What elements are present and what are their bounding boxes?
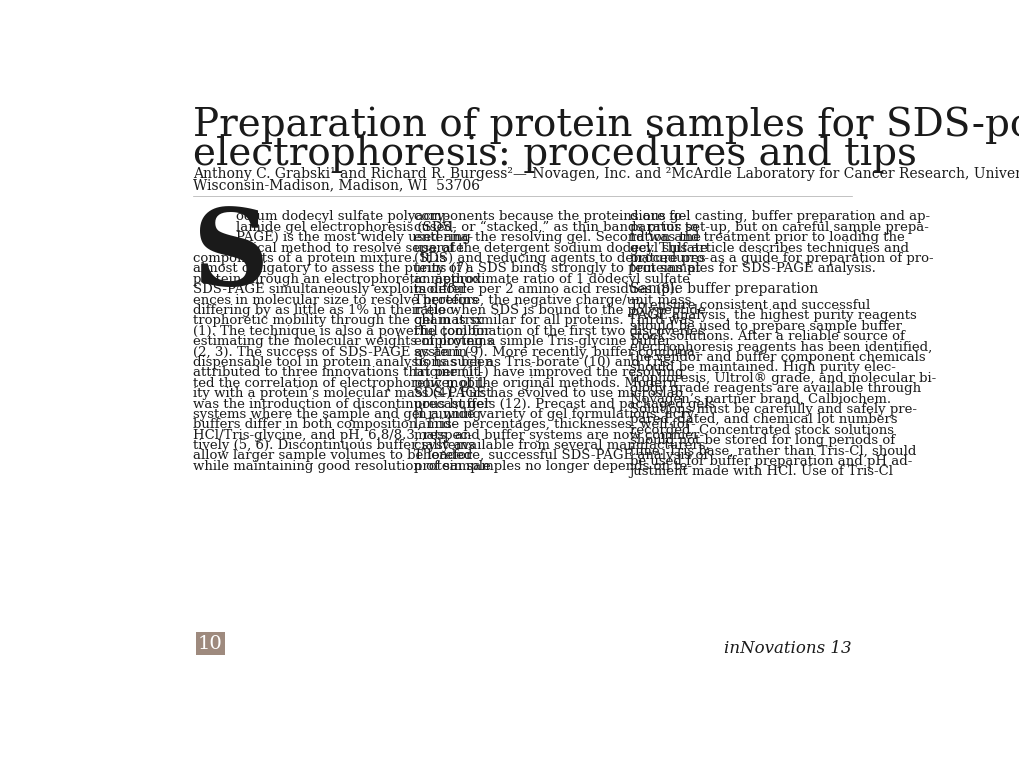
Text: should not be stored for long periods of: should not be stored for long periods of xyxy=(629,434,894,447)
Text: was the introduction of discontinuous buffer: was the introduction of discontinuous bu… xyxy=(194,398,490,411)
Text: systems where the sample and gel running: systems where the sample and gel running xyxy=(194,408,481,421)
Text: should be maintained. High purity elec-: should be maintained. High purity elec- xyxy=(629,361,895,374)
Text: allow larger sample volumes to be loaded: allow larger sample volumes to be loaded xyxy=(194,450,472,462)
Text: Therefore, successful SDS-PAGE analysis of: Therefore, successful SDS-PAGE analysis … xyxy=(414,450,708,462)
Text: justment made with HCl. Use of Tris-Cl: justment made with HCl. Use of Tris-Cl xyxy=(629,465,893,478)
Text: be used for buffer preparation and pH ad-: be used for buffer preparation and pH ad… xyxy=(629,455,911,468)
Text: chain is similar for all proteins. Third was: chain is similar for all proteins. Third… xyxy=(414,314,694,328)
Text: SDS-PAGE simultaneously exploits differ-: SDS-PAGE simultaneously exploits differ- xyxy=(194,283,471,296)
Text: recorded. Concentrated stock solutions: recorded. Concentrated stock solutions xyxy=(629,424,893,436)
Text: paratus set-up, but on careful sample prepa-: paratus set-up, but on careful sample pr… xyxy=(629,221,927,234)
Text: protein through an electrophoretic method.: protein through an electrophoretic metho… xyxy=(194,273,485,286)
Text: almost obligatory to assess the purity of a: almost obligatory to assess the purity o… xyxy=(194,262,474,275)
Text: the vendor and buffer component chemicals: the vendor and buffer component chemical… xyxy=(629,351,924,364)
Text: electrophoresis: procedures and tips: electrophoresis: procedures and tips xyxy=(194,135,916,173)
Text: HCl/Tris-glycine, and pH, 6.8/8.3, respec-: HCl/Tris-glycine, and pH, 6.8/8.3, respe… xyxy=(194,429,472,442)
Text: Sample buffer preparation: Sample buffer preparation xyxy=(629,282,817,296)
Text: estimating the molecular weights of proteins: estimating the molecular weights of prot… xyxy=(194,335,493,348)
Text: dious gel casting, buffer preparation and ap-: dious gel casting, buffer preparation an… xyxy=(629,210,929,223)
FancyBboxPatch shape xyxy=(196,633,225,655)
Text: pared, dated, and chemical lot numbers: pared, dated, and chemical lot numbers xyxy=(629,413,897,426)
Text: To ensure consistent and successful: To ensure consistent and successful xyxy=(629,299,869,312)
Text: inNovations 13: inNovations 13 xyxy=(723,640,851,657)
Text: in a wide variety of gel formulations, acry-: in a wide variety of gel formulations, a… xyxy=(414,408,698,421)
Text: use of the detergent sodium dodecyl sulfate: use of the detergent sodium dodecyl sulf… xyxy=(414,242,707,254)
Text: odium dodecyl sulfate polyacry-: odium dodecyl sulfate polyacry- xyxy=(235,210,448,223)
Text: trophoresis, Ultrol® grade, and molecular bi-: trophoresis, Ultrol® grade, and molecula… xyxy=(629,372,935,384)
Text: Therefore, the negative charge/unit mass: Therefore, the negative charge/unit mass xyxy=(414,293,691,307)
Text: Anthony C. Grabski¹ and Richard R. Burgess²—¹Novagen, Inc. and ²McArdle Laborato: Anthony C. Grabski¹ and Richard R. Burge… xyxy=(194,166,1019,180)
Text: stock solutions. After a reliable source of: stock solutions. After a reliable source… xyxy=(629,330,904,343)
Text: tions such as Tris-borate (10) and Tris-: tions such as Tris-borate (10) and Tris- xyxy=(414,356,675,369)
Text: PAGE) is the most widely used ana-: PAGE) is the most widely used ana- xyxy=(235,231,473,244)
Text: time. Tris base, rather than Tris-Cl, should: time. Tris base, rather than Tris-Cl, sh… xyxy=(629,444,915,457)
Text: (SDS) and reducing agents to denature pro-: (SDS) and reducing agents to denature pr… xyxy=(414,252,708,265)
Text: mats, and buffer systems are now commer-: mats, and buffer systems are now commer- xyxy=(414,429,703,442)
Text: trophoretic mobility through the gel matrix: trophoretic mobility through the gel mat… xyxy=(194,314,483,328)
Text: system (9). More recently, buffer combina-: system (9). More recently, buffer combin… xyxy=(414,345,699,359)
Text: ity with a protein’s molecular mass (4). First: ity with a protein’s molecular mass (4).… xyxy=(194,387,491,400)
Text: tively (5, 6). Discontinuous buffer systems: tively (5, 6). Discontinuous buffer syst… xyxy=(194,439,475,452)
Text: tricine (11) have improved the resolving: tricine (11) have improved the resolving xyxy=(414,366,683,380)
Text: SDS-PAGE has evolved to use microslab: SDS-PAGE has evolved to use microslab xyxy=(414,387,683,400)
Text: procedures as a guide for preparation of pro-: procedures as a guide for preparation of… xyxy=(629,252,932,265)
Text: power of the original methods. Modern: power of the original methods. Modern xyxy=(414,377,677,390)
Text: ted the correlation of electrophoretic mobil-: ted the correlation of electrophoretic m… xyxy=(194,377,488,390)
Text: lytical method to resolve separate: lytical method to resolve separate xyxy=(235,242,464,254)
Text: Preparation of protein samples for SDS-polyacrylamide gel: Preparation of protein samples for SDS-p… xyxy=(194,107,1019,145)
Text: lamide gel electrophoresis (SDS-: lamide gel electrophoresis (SDS- xyxy=(235,221,457,234)
Text: Novagen’s partner brand, Calbiochem.: Novagen’s partner brand, Calbiochem. xyxy=(629,393,890,405)
Text: while maintaining good resolution of sample: while maintaining good resolution of sam… xyxy=(194,460,490,473)
Text: dispensable tool in protein analysis has been: dispensable tool in protein analysis has… xyxy=(194,356,493,369)
Text: should be used to prepare sample buffer: should be used to prepare sample buffer xyxy=(629,320,901,333)
Text: (1). The technique is also a powerful tool for: (1). The technique is also a powerful to… xyxy=(194,324,490,338)
Text: gel. This article describes techniques and: gel. This article describes techniques a… xyxy=(629,242,908,254)
Text: ences in molecular size to resolve proteins: ences in molecular size to resolve prote… xyxy=(194,293,478,307)
Text: ration and treatment prior to loading the: ration and treatment prior to loading th… xyxy=(629,231,904,244)
Text: protein samples no longer depends on te-: protein samples no longer depends on te- xyxy=(414,460,692,473)
Text: Wisconsin-Madison, Madison, WI  53706: Wisconsin-Madison, Madison, WI 53706 xyxy=(194,178,480,192)
Text: tein samples for SDS-PAGE analysis.: tein samples for SDS-PAGE analysis. xyxy=(629,262,874,275)
Text: electrophoresis reagents has been identified,: electrophoresis reagents has been identi… xyxy=(629,341,931,353)
Text: buffers differ in both composition, Tris-: buffers differ in both composition, Tris… xyxy=(194,419,457,431)
Text: components of a protein mixture. It is: components of a protein mixture. It is xyxy=(194,252,446,265)
Text: lamide percentages, thicknesses, well for-: lamide percentages, thicknesses, well fo… xyxy=(414,419,695,431)
Text: teins (7). SDS binds strongly to proteins at: teins (7). SDS binds strongly to protein… xyxy=(414,262,700,275)
Text: PAGE analysis, the highest purity reagents: PAGE analysis, the highest purity reagen… xyxy=(629,310,915,322)
Text: Solutions must be carefully and safely pre-: Solutions must be carefully and safely p… xyxy=(629,403,916,416)
Text: components because the proteins are fo-: components because the proteins are fo- xyxy=(414,210,686,223)
Text: attributed to three innovations that permit-: attributed to three innovations that per… xyxy=(194,366,483,380)
Text: cused, or “stacked,” as thin bands prior to: cused, or “stacked,” as thin bands prior… xyxy=(414,221,698,234)
Text: differing by as little as 1% in their elec-: differing by as little as 1% in their el… xyxy=(194,304,459,317)
Text: precast gels (12). Precast and packaged gels: precast gels (12). Precast and packaged … xyxy=(414,398,714,411)
Text: (2, 3). The success of SDS-PAGE as an in-: (2, 3). The success of SDS-PAGE as an in… xyxy=(194,345,472,359)
Text: S: S xyxy=(194,205,269,307)
Text: 10: 10 xyxy=(198,635,222,653)
Text: employing a simple Tris-glycine buffer: employing a simple Tris-glycine buffer xyxy=(414,335,672,348)
Text: entering the resolving gel. Second was the: entering the resolving gel. Second was t… xyxy=(414,231,700,244)
Text: an approximate ratio of 1 dodecyl sulfate: an approximate ratio of 1 dodecyl sulfat… xyxy=(414,273,690,286)
Text: the combination of the first two discoveries: the combination of the first two discove… xyxy=(414,324,704,338)
Text: molecule per 2 amino acid residues (8).: molecule per 2 amino acid residues (8). xyxy=(414,283,679,296)
Text: ology grade reagents are available through: ology grade reagents are available throu… xyxy=(629,382,920,395)
Text: ratio when SDS is bound to the polypeptide: ratio when SDS is bound to the polypepti… xyxy=(414,304,705,317)
Text: cially available from several manufacturers.: cially available from several manufactur… xyxy=(414,439,709,452)
